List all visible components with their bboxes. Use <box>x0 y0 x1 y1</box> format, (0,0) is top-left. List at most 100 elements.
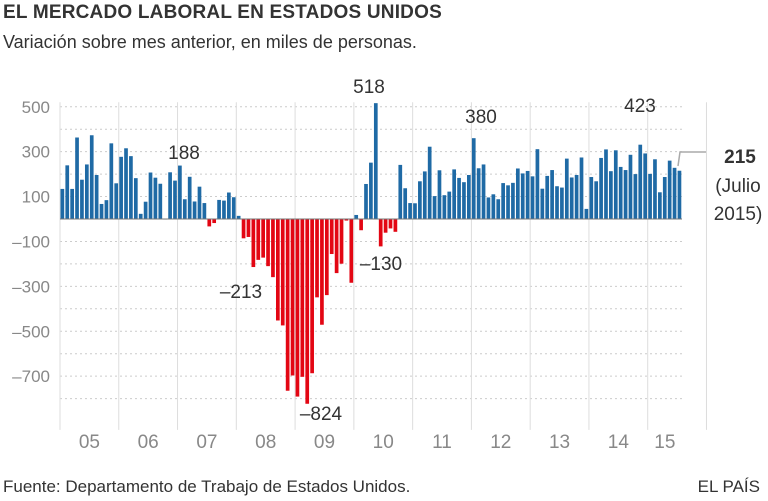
y-tick-label: 100 <box>22 188 50 207</box>
bar <box>344 219 349 221</box>
bar <box>84 164 89 219</box>
bar <box>383 219 388 233</box>
callout-line <box>677 151 706 167</box>
y-tick-label: –500 <box>12 322 50 341</box>
bar <box>231 197 236 219</box>
bar <box>530 176 535 219</box>
bar <box>569 177 574 219</box>
bar <box>408 203 412 219</box>
data-label: –824 <box>300 404 343 425</box>
bar <box>589 177 594 219</box>
bar <box>285 219 290 391</box>
bar <box>545 175 550 219</box>
annotations: 188 –213 –824 518 –130 380 423 215 (Julio 2015) <box>168 77 762 425</box>
bar <box>153 177 158 219</box>
bar <box>413 203 417 219</box>
bar <box>133 178 138 219</box>
x-tick-label: 08 <box>255 432 276 453</box>
bar <box>599 157 603 219</box>
bar <box>506 185 510 219</box>
bar <box>124 148 128 219</box>
bar <box>275 219 280 321</box>
bar <box>109 143 114 219</box>
bar <box>212 219 217 224</box>
bar <box>305 219 310 404</box>
bar <box>388 219 393 229</box>
bar <box>324 219 329 296</box>
bar <box>491 194 496 219</box>
bar <box>65 165 70 219</box>
data-label: –213 <box>220 282 262 303</box>
bar <box>525 170 530 219</box>
data-label: –130 <box>360 254 402 275</box>
chart-subtitle: Variación sobre mes anterior, en miles d… <box>3 32 417 52</box>
bar <box>129 156 133 219</box>
bar <box>658 192 662 219</box>
bar <box>648 173 652 219</box>
bar <box>452 169 457 219</box>
y-tick-label: 300 <box>22 143 50 162</box>
bar <box>256 219 261 260</box>
bar <box>584 208 589 219</box>
bar <box>369 162 373 219</box>
bar <box>207 219 212 227</box>
bar <box>540 188 545 219</box>
bar <box>481 164 486 219</box>
bar <box>442 195 447 219</box>
bar <box>329 219 334 255</box>
x-axis: 05 06 07 08 09 10 11 12 13 14 15 <box>79 432 676 453</box>
bar <box>89 135 94 219</box>
bar <box>564 158 569 219</box>
bar <box>178 165 182 219</box>
bar <box>364 183 368 219</box>
bar <box>168 172 172 219</box>
bar <box>437 170 442 219</box>
bar <box>354 214 359 219</box>
bar <box>339 219 344 264</box>
bar <box>427 146 432 219</box>
bar <box>334 219 339 274</box>
bar <box>320 219 324 325</box>
x-tick-label: 13 <box>549 432 570 453</box>
bar <box>295 219 300 397</box>
data-label: 518 <box>353 77 385 98</box>
bar <box>667 160 672 219</box>
bar <box>609 171 613 219</box>
x-tick-label: 06 <box>138 432 159 453</box>
bar <box>618 166 623 219</box>
bar <box>471 138 476 219</box>
bar <box>579 157 584 219</box>
bar <box>173 180 177 219</box>
bar <box>236 215 241 219</box>
bar <box>148 172 153 219</box>
bar <box>158 183 163 219</box>
bar <box>662 177 667 219</box>
x-tick-label: 15 <box>654 432 675 453</box>
bar <box>403 188 408 219</box>
bar <box>447 191 452 219</box>
bar <box>271 219 275 278</box>
bar <box>217 199 221 219</box>
bar <box>633 174 638 219</box>
bar <box>315 219 319 298</box>
bar <box>643 153 648 219</box>
bar <box>623 170 628 219</box>
bar <box>280 219 285 326</box>
chart-title: EL MERCADO LABORAL EN ESTADOS UNIDOS <box>3 2 442 23</box>
bar <box>520 173 525 219</box>
bar <box>99 203 104 219</box>
x-tick-label: 12 <box>490 432 511 453</box>
data-label: 380 <box>465 107 497 128</box>
bar <box>246 219 251 237</box>
x-tick-label: 05 <box>79 432 100 453</box>
bar <box>574 174 579 219</box>
bar <box>422 171 427 219</box>
bar <box>628 154 633 219</box>
bar <box>486 197 491 219</box>
bar <box>290 219 295 376</box>
bar <box>119 156 123 219</box>
brand-logo: EL PAÍS <box>697 477 760 496</box>
y-tick-label: 500 <box>22 98 50 117</box>
bar <box>378 219 383 247</box>
x-tick-label: 07 <box>196 432 217 453</box>
